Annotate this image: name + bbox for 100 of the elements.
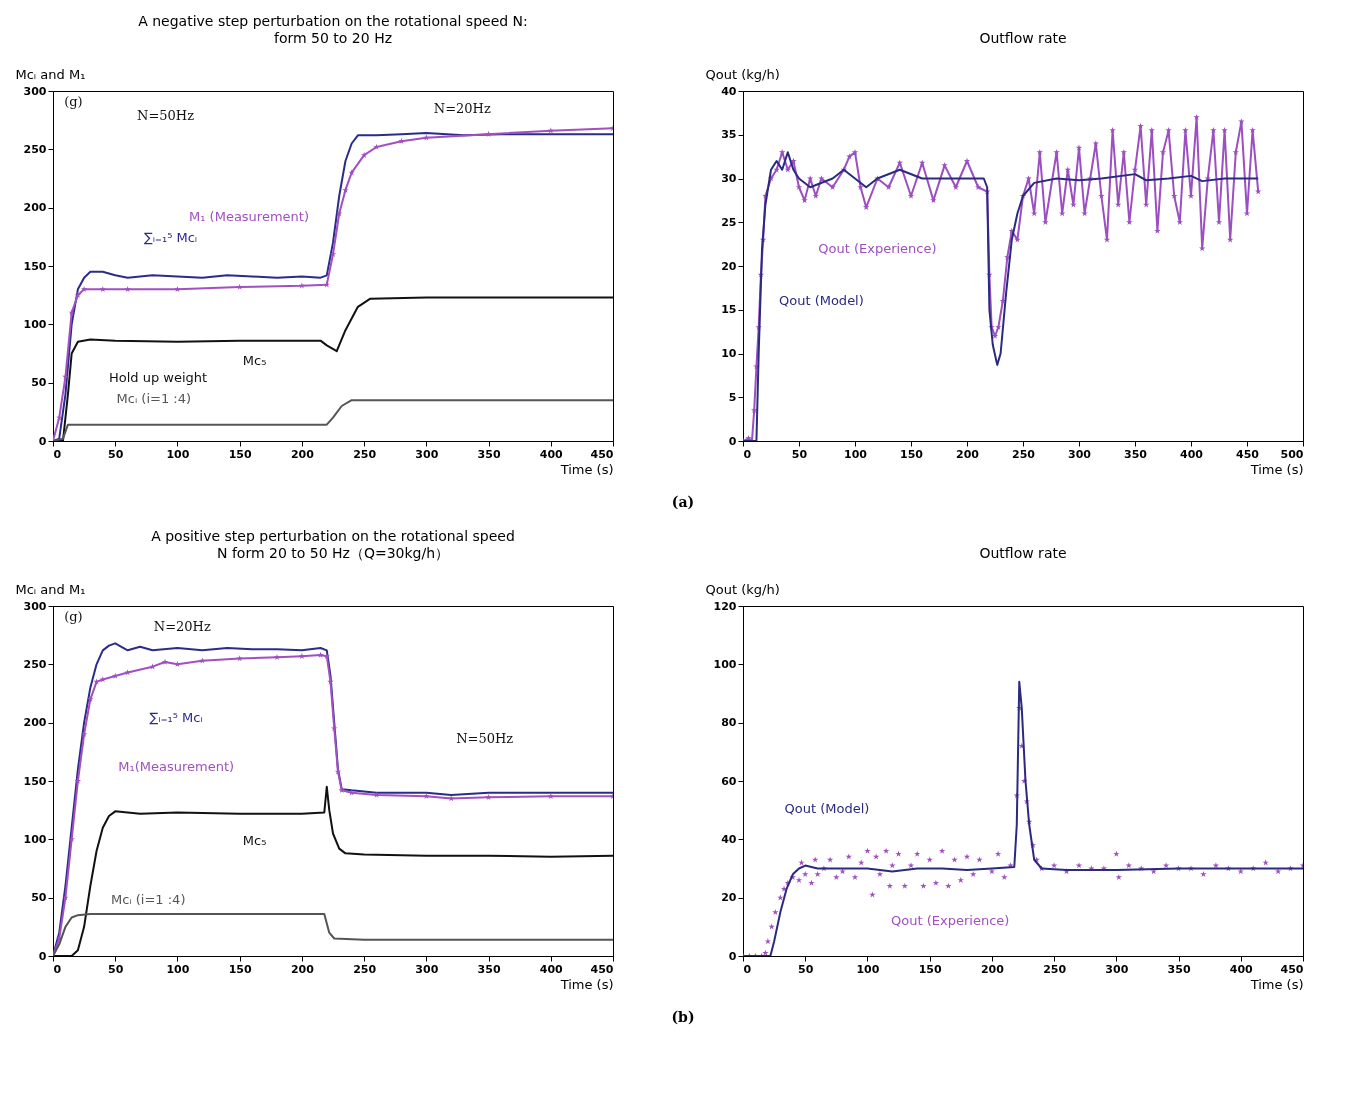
text: M₁(Measurement) [118,759,235,774]
point [485,130,492,137]
y-tick-label: 40 [721,832,737,846]
point [423,134,430,141]
y-tick-label: 50 [31,376,47,390]
point [112,672,119,679]
point [80,285,88,293]
x-tick-label: 450 [1236,447,1260,461]
x-tick-label: 150 [228,447,252,461]
point [174,285,181,293]
y-tick-label: 25 [721,215,737,229]
point [398,137,405,144]
y-axis-title: Qout (kg/h) [705,66,780,82]
annotation: N=50Hz [456,731,514,746]
annotation: Hold up weight [109,370,208,385]
series-label: Mcᵢ (i=1 :4) [110,892,186,907]
point [317,651,324,658]
y-tick-label: 100 [23,832,47,846]
y-tick-label: 200 [23,201,47,215]
text: ∑ᵢ₌₁⁵ Mcᵢ [144,230,198,245]
series-label: Mc₅ [242,832,267,848]
y-tick-label: 0 [728,949,737,963]
x-tick-label: 250 [353,447,377,461]
point [74,291,82,298]
point [236,283,243,290]
y-tick-label: 250 [23,142,47,156]
x-tick-label: 200 [980,962,1005,976]
x-tick-label: 450 [590,962,614,976]
x-tick-label: 350 [1124,447,1148,461]
y-tick-label: 50 [31,891,47,905]
x-tick-label: 150 [900,447,924,461]
x-tick-label: 0 [743,447,752,461]
x-tick-label: 250 [1043,962,1067,976]
y-tick-label: 10 [721,347,737,360]
point [373,143,380,150]
y-tick-label: 120 [713,599,737,613]
y-tick-label: 0 [38,949,47,963]
x-tick-label: 150 [228,962,252,976]
x-tick-label: 50 [108,962,124,976]
x-tick-label: 50 [798,962,814,976]
point [174,660,181,668]
text: M₁ (Measurement) [189,209,309,224]
text: ∑ᵢ₌₁⁵ Mcᵢ [149,710,203,725]
x-tick-label: 0 [53,962,62,976]
x-tick-label: 50 [791,447,808,461]
y-tick-label: 0 [38,434,47,448]
y-tick-label: 200 [23,716,47,730]
text: (b) [671,1009,695,1025]
y-axis-title: Mcᵢ and M₁ [15,66,86,82]
x-axis-title: Time (s) [1249,976,1304,992]
y-axis-title: Qout (kg/h) [705,581,780,597]
point [298,282,306,289]
point [485,793,492,801]
point [99,285,106,293]
x-tick-label: 200 [290,962,315,976]
text: (a) [671,494,695,510]
point [124,285,131,293]
point [373,791,380,798]
text: Qout (Model) [784,801,870,816]
y-tick-label: 300 [23,599,47,613]
y-tick-label: 80 [721,716,737,730]
y-axis-title: Mcᵢ and M₁ [15,581,86,597]
y-tick-label: 250 [23,657,47,671]
point [161,658,169,665]
point [336,210,343,217]
x-tick-label: 400 [539,447,564,461]
x-tick-label: 350 [1167,962,1191,976]
annotation: N=50Hz [137,107,195,123]
y-tick-label: 30 [721,172,737,185]
x-tick-label: 400 [1229,962,1254,976]
y-tick-label: 20 [721,259,737,273]
x-tick-label: 0 [743,962,752,976]
point [199,657,206,664]
x-tick-label: 400 [539,962,564,976]
annotation: N=20Hz [153,619,211,634]
text: Qout (Experience) [818,240,937,256]
y-tick-label: 20 [721,891,737,905]
point [99,676,106,683]
series-label: Mc₅ [242,352,267,368]
y-tick-label: 100 [23,317,47,331]
point [93,678,100,685]
y-tick-label: 15 [721,303,737,317]
y-tick-label: 0 [728,434,737,448]
x-axis-title: Time (s) [559,461,614,477]
point [68,309,75,316]
x-tick-label: 100 [166,447,190,461]
x-tick-label: 450 [590,447,614,461]
chart-title: A negative step perturbation on the rotational speed N: [138,13,528,29]
point [87,695,94,703]
x-tick-label: 150 [918,962,942,976]
point [448,795,455,802]
series-label: Mcᵢ (i=1 :4) [116,391,192,406]
x-tick-label: 250 [353,962,377,976]
y-tick-label: 100 [713,657,737,671]
chart-subtitle: N form 20 to 50 Hz（Q=30kg/h） [216,545,450,561]
x-tick-label: 500 [1280,447,1304,461]
x-tick-label: 300 [415,962,439,976]
x-axis-title: Time (s) [1249,461,1304,477]
chart-title: Outflow rate [979,30,1067,46]
x-tick-label: 250 [1012,447,1036,461]
